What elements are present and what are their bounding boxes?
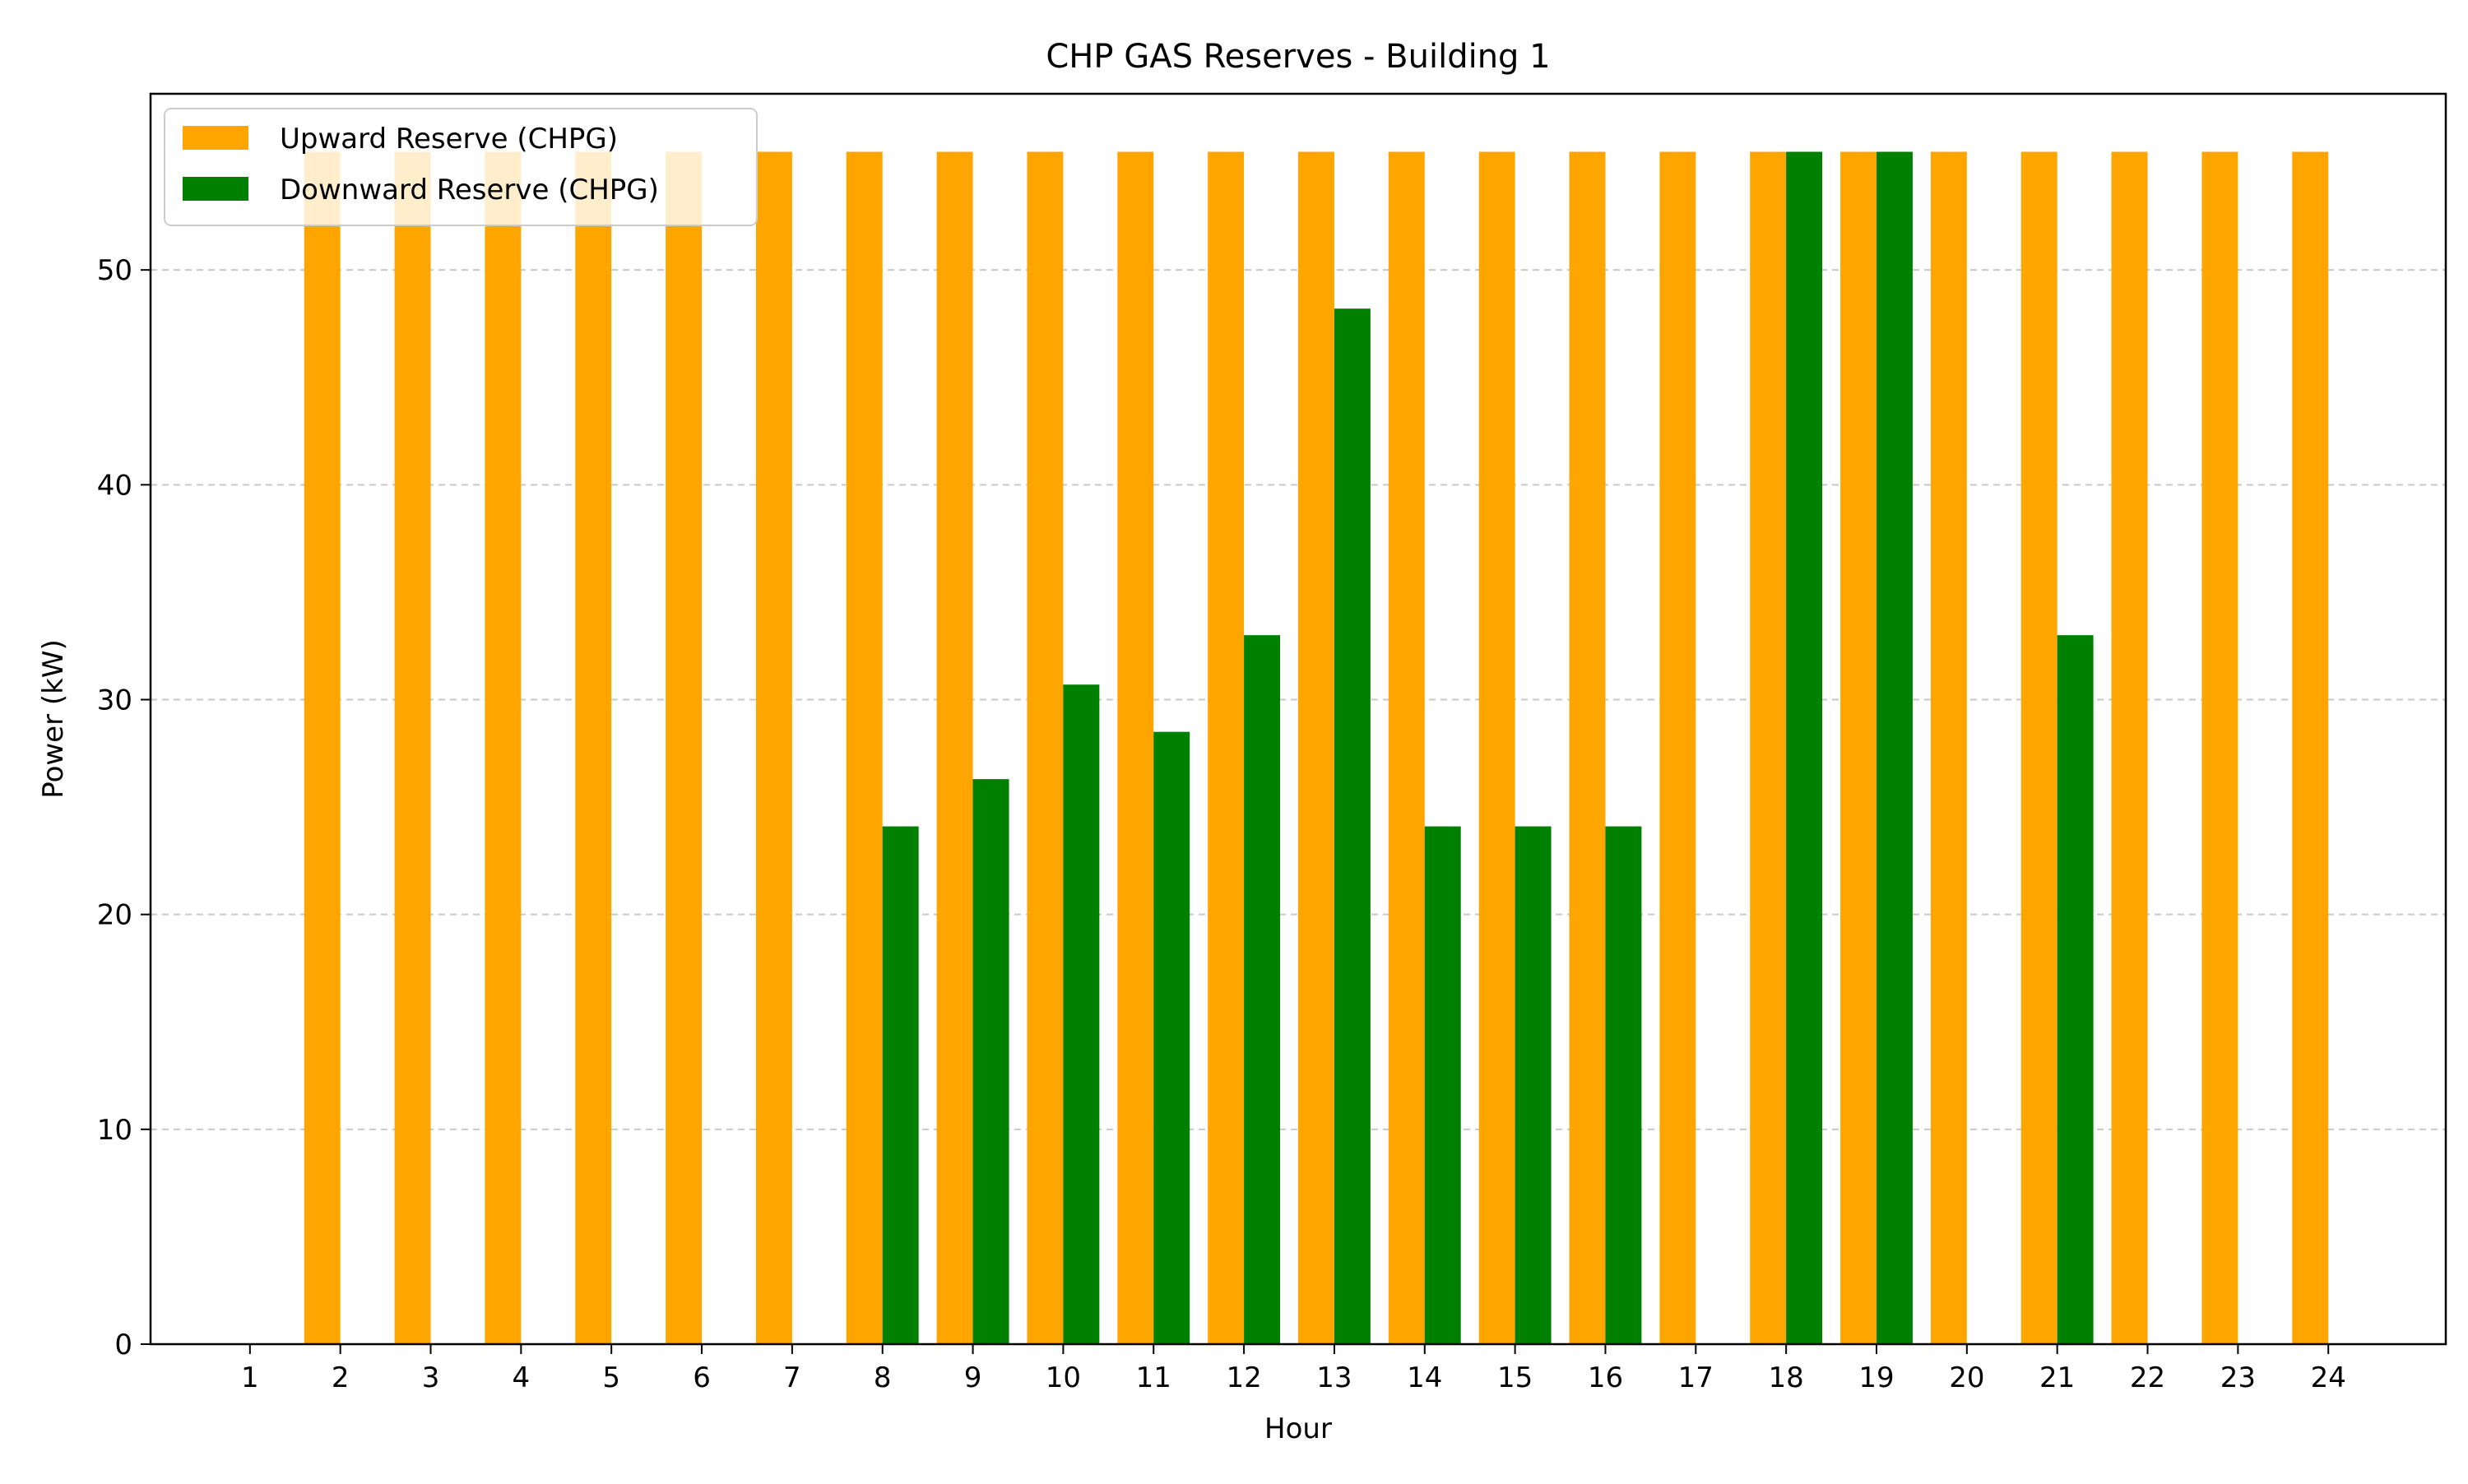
y-tick-label: 10 xyxy=(97,1114,132,1147)
x-tick-label: 16 xyxy=(1588,1361,1623,1394)
x-tick-label: 23 xyxy=(2220,1361,2256,1394)
x-tick-label: 4 xyxy=(513,1361,531,1394)
bar-upward-reserve xyxy=(1388,151,1425,1344)
legend: Upward Reserve (CHPG) Downward Reserve (… xyxy=(164,108,758,226)
x-tick-label: 22 xyxy=(2130,1361,2165,1394)
bar-upward-reserve xyxy=(1208,151,1245,1344)
bar-upward-reserve xyxy=(936,151,973,1344)
bar-upward-reserve xyxy=(1930,151,1967,1344)
bar-downward-reserve xyxy=(1876,151,1913,1344)
bar-downward-reserve xyxy=(1786,151,1823,1344)
x-axis-label: Hour xyxy=(1264,1412,1332,1445)
y-axis: 0 10 20 30 40 50 xyxy=(97,254,151,1361)
x-tick-label: 18 xyxy=(1769,1361,1804,1394)
bar-upward-reserve xyxy=(1569,151,1606,1344)
bar-downward-reserve xyxy=(882,826,919,1344)
x-tick-label: 15 xyxy=(1497,1361,1533,1394)
bar-downward-reserve xyxy=(1153,731,1190,1344)
x-tick-label: 6 xyxy=(693,1361,711,1394)
x-tick-label: 9 xyxy=(964,1361,982,1394)
plot-frame xyxy=(149,92,2447,1346)
bar-upward-reserve xyxy=(1659,151,1696,1344)
bar-downward-reserve xyxy=(1334,308,1371,1344)
x-tick-label: 12 xyxy=(1226,1361,1261,1394)
bar-upward-reserve xyxy=(485,151,522,1344)
x-tick-label: 7 xyxy=(783,1361,801,1394)
bar-upward-reserve xyxy=(304,151,341,1344)
x-tick-label: 3 xyxy=(422,1361,440,1394)
bar-upward-reserve xyxy=(2201,151,2238,1344)
bar-upward-reserve xyxy=(1117,151,1154,1344)
bar-upward-reserve xyxy=(394,151,431,1344)
bar-downward-reserve xyxy=(2057,635,2094,1344)
bar-downward-reserve xyxy=(1515,826,1552,1344)
bar-upward-reserve xyxy=(1750,151,1787,1344)
bar-upward-reserve xyxy=(1840,151,1877,1344)
legend-box xyxy=(164,108,758,226)
x-tick-label: 24 xyxy=(2311,1361,2346,1394)
y-tick-label: 20 xyxy=(97,899,132,932)
x-tick-label: 13 xyxy=(1316,1361,1352,1394)
bar-downward-reserve xyxy=(1605,826,1642,1344)
x-tick-label: 10 xyxy=(1046,1361,1081,1394)
x-tick-label: 17 xyxy=(1678,1361,1714,1394)
x-axis: 1 2 3 4 5 6 7 8 9 10 11 12 13 14 15 16 17 18 19 20 21 22 23 24 xyxy=(241,1344,2346,1394)
y-axis-label: Power (kW) xyxy=(37,639,70,798)
bars xyxy=(304,151,2329,1344)
legend-label-downward: Downward Reserve (CHPG) xyxy=(280,174,659,206)
bar-upward-reserve xyxy=(575,151,612,1344)
x-tick-label: 5 xyxy=(602,1361,620,1394)
bar-downward-reserve xyxy=(1063,684,1100,1344)
bar-upward-reserve xyxy=(1478,151,1515,1344)
x-tick-label: 1 xyxy=(241,1361,259,1394)
legend-swatch-downward xyxy=(183,177,248,201)
bar-upward-reserve xyxy=(2292,151,2329,1344)
y-tick-label: 0 xyxy=(114,1329,132,1361)
bar-upward-reserve xyxy=(1298,151,1334,1344)
x-tick-label: 19 xyxy=(1858,1361,1894,1394)
bar-upward-reserve xyxy=(755,151,792,1344)
chart-title: CHP GAS Reserves - Building 1 xyxy=(1046,38,1550,76)
x-tick-label: 20 xyxy=(1949,1361,1984,1394)
bar-upward-reserve xyxy=(1027,151,1064,1344)
x-tick-label: 21 xyxy=(2039,1361,2075,1394)
x-tick-label: 8 xyxy=(874,1361,892,1394)
bar-upward-reserve xyxy=(2111,151,2148,1344)
bar-upward-reserve xyxy=(846,151,883,1344)
bar-downward-reserve xyxy=(972,779,1009,1344)
x-tick-label: 14 xyxy=(1407,1361,1442,1394)
bar-upward-reserve xyxy=(2020,151,2057,1344)
bar-downward-reserve xyxy=(1424,826,1461,1344)
y-tick-label: 50 xyxy=(97,254,132,287)
bar-upward-reserve xyxy=(666,151,703,1344)
bar-downward-reserve xyxy=(1244,635,1281,1344)
y-tick-label: 40 xyxy=(97,469,132,502)
legend-swatch-upward xyxy=(183,126,248,150)
y-tick-label: 30 xyxy=(97,684,132,716)
x-tick-label: 2 xyxy=(332,1361,350,1394)
x-tick-label: 11 xyxy=(1136,1361,1171,1394)
legend-label-upward: Upward Reserve (CHPG) xyxy=(280,123,618,155)
